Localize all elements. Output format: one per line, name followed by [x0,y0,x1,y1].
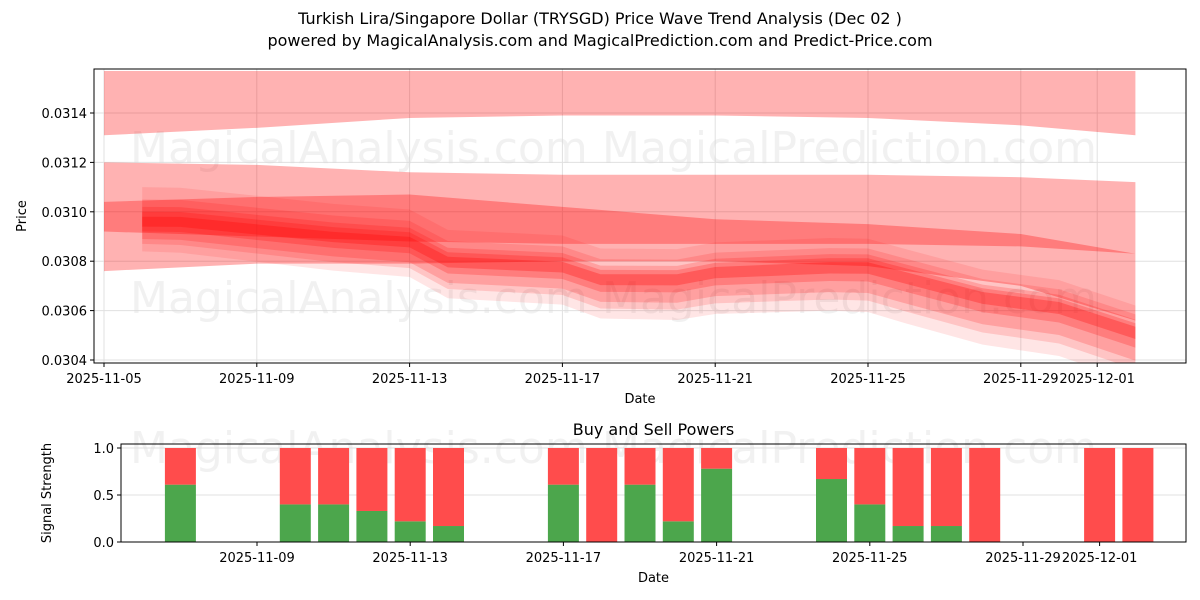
buy-bar [662,521,694,542]
main-plot: MagicalAnalysis.com MagicalPrediction.com… [15,68,1187,407]
y-axis-label: Signal Strength [40,443,55,543]
sell-bar [969,448,1001,542]
y-tick-label: 0.0314 [42,107,88,122]
mid-wave-band [104,194,1136,254]
chart-subtitle: powered by MagicalAnalysis.com and Magic… [267,31,933,50]
x-tick-label: 2025-11-13 [372,551,448,566]
buy-bar [318,504,350,542]
x-tick-label: 2025-12-01 [1062,551,1138,566]
x-axis-label: Date [624,392,655,407]
price-wave-layer [142,187,1136,363]
buy-bar [892,526,924,542]
sell-bar [930,448,962,527]
sell-bar [662,448,694,522]
buy-bar [394,521,426,542]
buy-sell-axes-frame [120,443,1187,543]
wave-bands [104,71,1136,363]
x-tick-label: 2025-11-05 [66,372,142,387]
watermark: MagicalAnalysis.com [130,273,588,324]
x-tick-label: 2025-11-29 [983,372,1059,387]
sell-bar [854,448,886,505]
watermark: MagicalAnalysis.com [130,123,588,174]
buy-bar [854,504,886,542]
buy-bar [356,510,388,542]
sell-bar [394,448,426,522]
sell-bar [547,448,579,485]
sell-bar [624,448,656,485]
x-tick-label: 2025-11-21 [679,551,755,566]
price-wave-layer [142,199,1136,363]
buy-bar [433,526,464,542]
upper-wave-band [104,71,1136,136]
y-tick-label: 1.0 [93,442,114,457]
buy-bar [164,484,196,542]
x-tick-label: 2025-11-25 [830,372,906,387]
main-axes-frame [93,68,1187,364]
x-tick-label: 2025-11-13 [372,372,448,387]
y-axis-label: Price [15,200,30,232]
x-tick-label: 2025-11-17 [525,372,601,387]
buy-bar [624,484,656,542]
x-tick-label: 2025-11-17 [526,551,602,566]
y-tick-label: 0.0312 [42,156,88,171]
sell-bar [279,448,311,505]
sell-bar [816,448,847,480]
sell-bar [1084,448,1116,542]
chart-title: Turkish Lira/Singapore Dollar (TRYSGD) P… [298,9,902,28]
y-tick-label: 0.0308 [42,255,88,270]
sell-bar [701,448,733,469]
y-tick-label: 0.0 [93,536,114,551]
y-tick-label: 0.0310 [42,206,88,221]
sell-bar [1122,448,1154,542]
watermark: MagicalPrediction.com [602,123,1097,174]
price-wave-layer [142,206,1136,361]
y-tick-label: 0.0306 [42,305,88,320]
buy-bar [816,479,847,542]
buy-bar [279,504,311,542]
sell-bar [318,448,350,505]
x-tick-label: 2025-11-25 [832,551,908,566]
sell-bar [586,448,618,542]
buy-sell-title: Buy and Sell Powers [573,420,735,439]
price-wave-layer [142,216,1136,340]
x-tick-label: 2025-12-01 [1059,372,1135,387]
price-wave-layer [142,211,1136,348]
sell-bar [433,448,464,527]
x-tick-label: 2025-11-09 [219,551,295,566]
wide-wave-band [104,162,1136,321]
buy-bar [547,484,579,542]
x-tick-label: 2025-11-29 [985,551,1061,566]
buy-bar [701,468,733,542]
y-tick-label: 0.0304 [42,354,88,369]
sell-bar [164,448,196,485]
watermark: MagicalPrediction.com [602,273,1097,324]
buy-sell-plot: MagicalAnalysis.comMagicalPrediction.com… [40,420,1187,586]
sell-bar [892,448,924,527]
x-axis-label: Date [638,571,669,586]
x-tick-label: 2025-11-21 [677,372,753,387]
sell-bar [356,448,388,511]
y-tick-label: 0.5 [93,489,114,504]
buy-bar [930,526,962,542]
x-tick-label: 2025-11-09 [219,372,295,387]
